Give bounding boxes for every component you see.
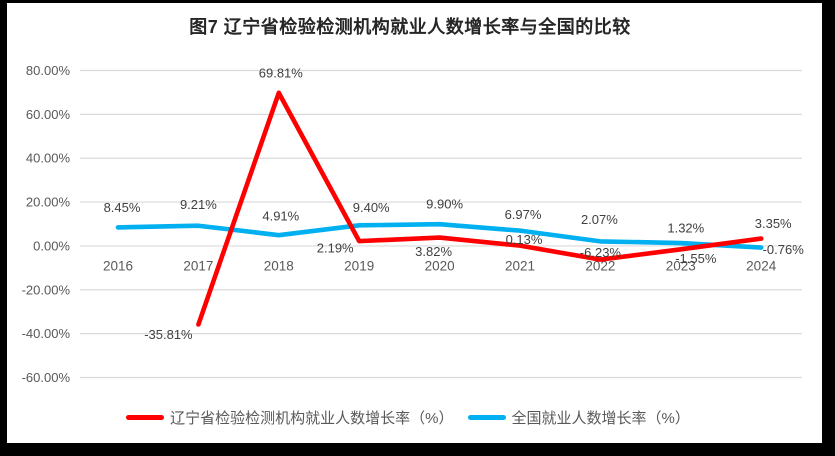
x-axis-tick-label: 2016	[103, 259, 133, 274]
data-label-liaoning: -35.81%	[144, 327, 193, 342]
series-line-liaoning	[196, 90, 764, 327]
y-axis-tick-label: 80.00%	[26, 63, 71, 78]
x-axis-tick-label: 2024	[746, 259, 777, 274]
data-label-liaoning: 3.35%	[755, 216, 792, 231]
legend-swatch-liaoning-icon	[126, 414, 165, 420]
y-axis-tick-label: 40.00%	[26, 151, 71, 166]
chart-svg: 80.00% 60.00% 40.00% 20.00% 0.00% -20.00% -40.…	[22, 63, 805, 385]
series-line-national	[115, 221, 764, 250]
legend-item-national: 全国就业人数增长率（%）	[467, 407, 690, 428]
legend-label-liaoning: 辽宁省检验检测机构就业人数增长率（%）	[170, 409, 454, 427]
data-label-liaoning: -1.55%	[675, 251, 717, 266]
chart-plot-container: 图7 辽宁省检验检测机构就业人数增长率与全国的比较 80.00% 60.00% 40…	[7, 3, 822, 443]
data-label-liaoning: 0.13%	[506, 232, 543, 247]
legend-swatch-national-icon	[467, 414, 506, 420]
data-label-liaoning: 2.19%	[317, 241, 354, 256]
data-label-national: 6.97%	[505, 207, 542, 222]
data-label-national: 9.40%	[353, 200, 390, 215]
y-axis-tick-label: -40.00%	[22, 326, 71, 341]
y-axis-tick-label: -60.00%	[22, 370, 71, 385]
data-label-national: 1.32%	[667, 221, 704, 236]
x-axis-tick-label: 2018	[264, 259, 294, 274]
y-axis-tick-label: 60.00%	[26, 107, 71, 122]
data-label-liaoning: 3.82%	[415, 244, 452, 259]
data-label-national: 8.45%	[104, 200, 141, 215]
data-label-national: -0.76%	[763, 242, 805, 257]
x-axis-tick-label: 2023	[666, 259, 696, 274]
chart-title: 图7 辽宁省检验检测机构就业人数增长率与全国的比较	[189, 17, 631, 37]
x-axis-tick-label: 2019	[344, 259, 374, 274]
x-axis-tick-label: 2017	[183, 259, 213, 274]
data-label-liaoning: 69.81%	[259, 65, 304, 80]
data-label-national: 2.07%	[581, 212, 618, 227]
y-axis-tick-label: 0.00%	[33, 238, 70, 253]
y-axis-tick-label: -20.00%	[22, 282, 71, 297]
legend-item-liaoning: 辽宁省检验检测机构就业人数增长率（%）	[126, 407, 454, 428]
legend-label-national: 全国就业人数增长率（%）	[511, 409, 690, 427]
y-axis-tick-label: 20.00%	[26, 195, 71, 210]
data-label-liaoning: -6.23%	[580, 245, 622, 260]
data-label-national: 9.90%	[426, 197, 463, 212]
x-axis-tick-label: 2022	[585, 259, 615, 274]
chart-legend: 辽宁省检验检测机构就业人数增长率（%） 全国就业人数增长率（%）	[7, 403, 809, 431]
data-label-national: 4.91%	[262, 209, 299, 224]
x-axis-tick-label: 2020	[425, 259, 455, 274]
x-axis-tick-label: 2021	[505, 259, 535, 274]
data-label-national: 9.21%	[180, 197, 217, 212]
